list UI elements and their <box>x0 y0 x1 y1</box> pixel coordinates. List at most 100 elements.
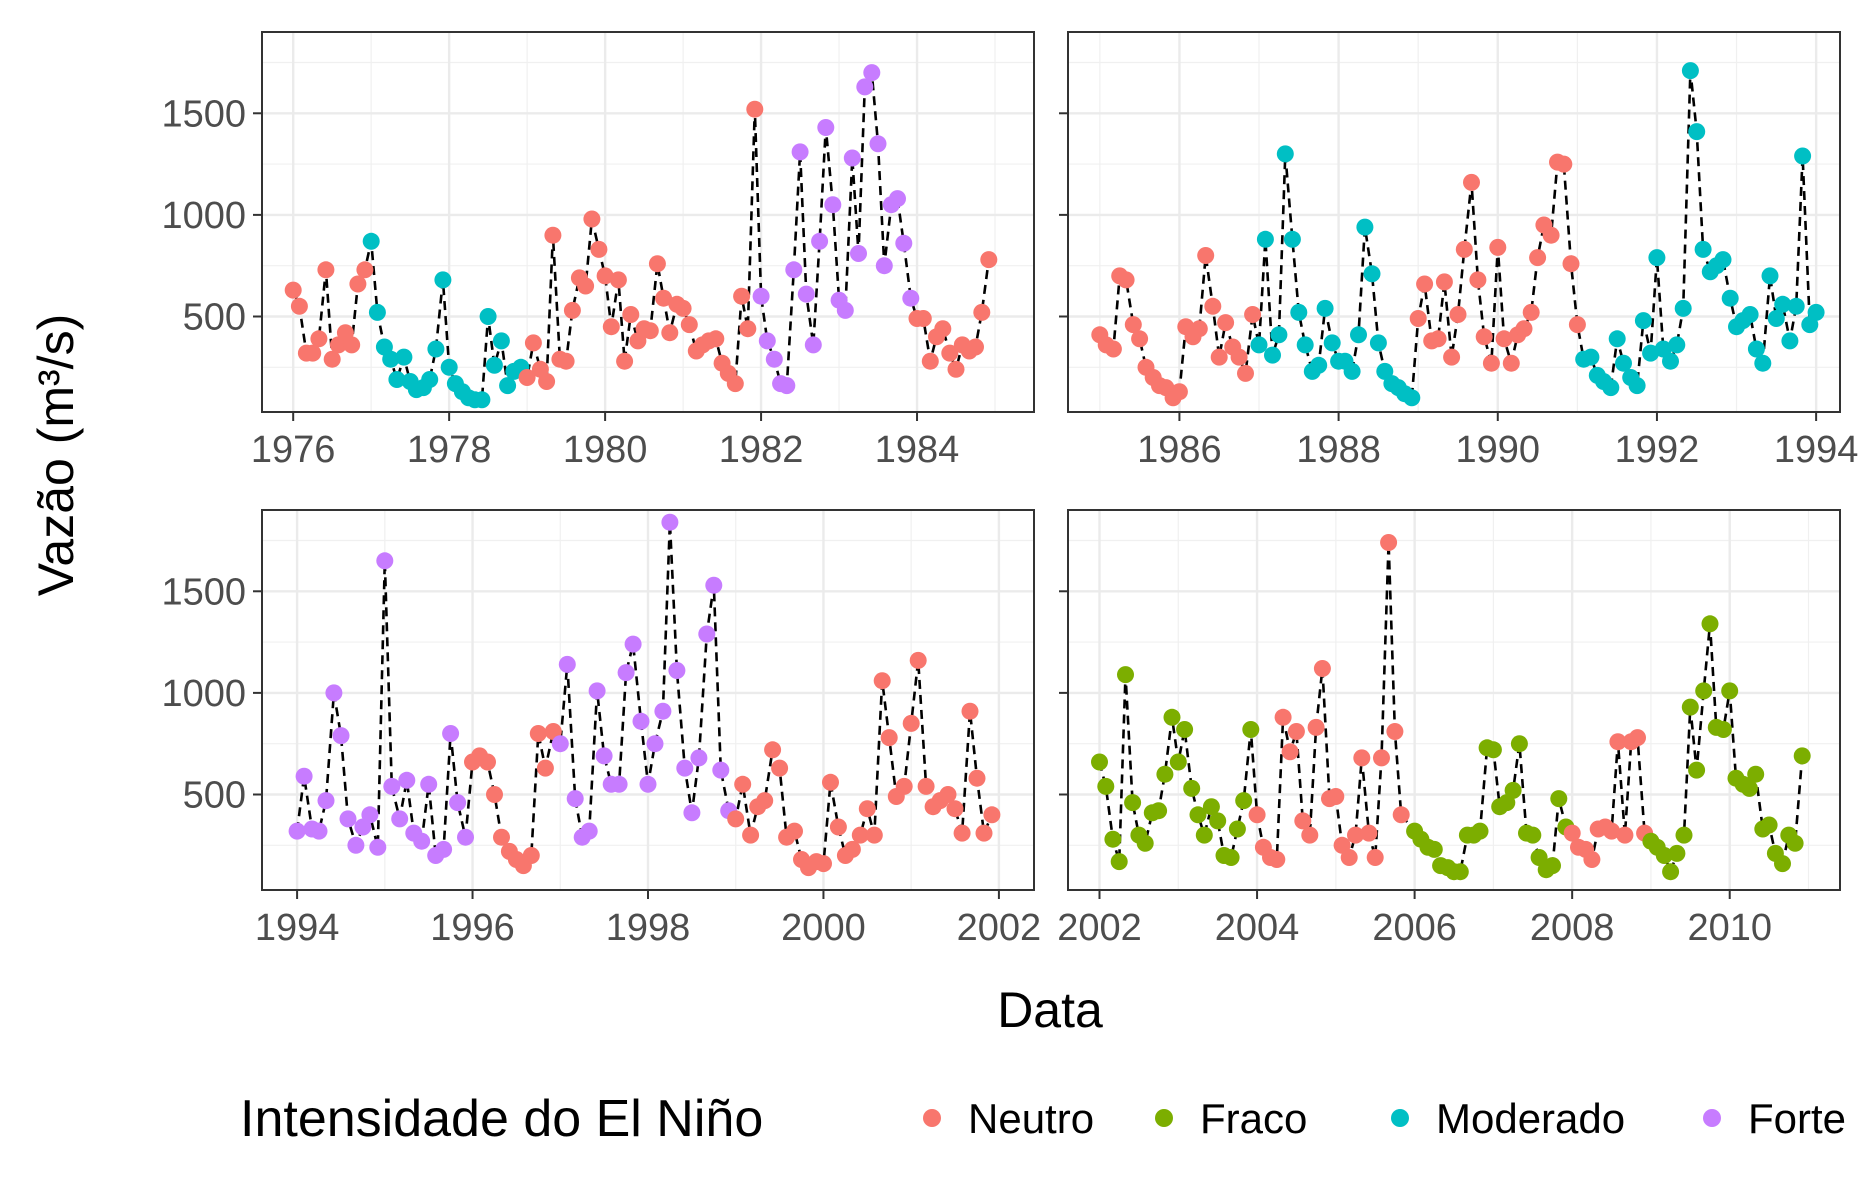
data-point-forte <box>558 655 576 673</box>
data-point-moderado <box>1270 326 1288 344</box>
data-point-neutro <box>522 847 540 864</box>
data-point-forte <box>595 747 613 765</box>
data-point-fraco <box>1524 826 1542 844</box>
legend: Intensidade do El Niño Neutro Fraco Modera… <box>240 1090 1846 1148</box>
data-point-forte <box>632 712 650 730</box>
data-point-neutro <box>310 330 328 348</box>
x-tick-label: 1984 <box>875 429 960 471</box>
data-point-moderado <box>1582 348 1600 366</box>
data-point-forte <box>617 664 635 682</box>
data-point-forte <box>791 143 809 161</box>
data-point-neutro <box>983 806 1001 824</box>
data-point-neutro <box>290 297 308 315</box>
data-point-neutro <box>1353 749 1371 767</box>
data-point-moderado <box>1681 62 1699 80</box>
data-point-forte <box>902 289 920 307</box>
data-point-neutro <box>1429 330 1447 348</box>
data-point-neutro <box>486 786 503 803</box>
data-point-fraco <box>1701 615 1719 633</box>
data-point-neutro <box>934 320 952 338</box>
legend-key <box>1155 1109 1173 1127</box>
y-axis-title: Vazão (m³/s) <box>28 314 84 596</box>
data-point-fraco <box>1209 812 1227 830</box>
x-tick-label: 2004 <box>1215 907 1300 949</box>
data-point-neutro <box>349 275 367 293</box>
data-point-neutro <box>596 267 614 285</box>
data-point-fraco <box>1222 849 1240 866</box>
data-point-neutro <box>980 251 998 269</box>
data-point-moderado <box>1774 295 1792 313</box>
data-point-moderado <box>492 332 510 350</box>
data-point-moderado <box>1608 330 1626 348</box>
legend-entry-neutro: Neutro <box>923 1095 1094 1142</box>
data-point-neutro <box>1244 306 1262 323</box>
data-point-moderado <box>1747 340 1765 358</box>
data-point-fraco <box>1117 666 1134 684</box>
data-point-neutro <box>1563 824 1581 842</box>
data-point-neutro <box>865 826 883 844</box>
data-point-neutro <box>941 344 959 362</box>
data-point-neutro <box>1237 364 1254 382</box>
data-point-forte <box>824 196 842 214</box>
data-point-neutro <box>968 769 986 787</box>
data-point-moderado <box>1256 230 1274 248</box>
data-point-neutro <box>1489 238 1507 256</box>
data-point-neutro <box>1529 249 1547 267</box>
data-point-neutro <box>284 281 302 299</box>
data-point-forte <box>398 771 416 789</box>
data-point-neutro <box>1197 247 1215 264</box>
data-point-forte <box>639 775 657 793</box>
data-point-moderado <box>1369 334 1387 352</box>
data-point-neutro <box>1409 310 1427 327</box>
data-point-moderado <box>1290 303 1308 321</box>
data-point-neutro <box>1449 306 1467 323</box>
data-point-neutro <box>1568 316 1586 334</box>
data-point-neutro <box>1104 340 1122 358</box>
data-point-neutro <box>815 855 832 873</box>
data-point-fraco <box>1169 753 1187 771</box>
data-point-fraco <box>1242 721 1260 738</box>
data-point-forte <box>420 775 438 793</box>
data-point-moderado <box>1794 147 1812 165</box>
data-point-neutro <box>961 702 979 720</box>
data-point-moderado <box>434 271 452 289</box>
panel-border <box>1067 509 1841 891</box>
data-point-neutro <box>529 725 547 742</box>
data-point-moderado <box>473 391 491 409</box>
data-point-forte <box>690 749 708 767</box>
x-tick-label: 2008 <box>1530 907 1615 949</box>
data-point-neutro <box>727 810 745 828</box>
data-point-neutro <box>1230 348 1248 366</box>
data-point-neutro <box>764 741 782 759</box>
data-point-neutro <box>1502 354 1520 372</box>
data-point-forte <box>435 840 453 858</box>
data-point-fraco <box>1163 708 1181 726</box>
data-point-forte <box>875 257 893 275</box>
data-point-forte <box>332 727 350 745</box>
data-point-fraco <box>1189 806 1207 824</box>
data-point-moderado <box>1615 354 1632 372</box>
y-tick-label: 500 <box>183 296 246 338</box>
data-point-neutro <box>873 672 891 690</box>
data-point-forte <box>817 119 835 136</box>
data-point-fraco <box>1235 792 1253 810</box>
data-point-forte <box>705 576 723 594</box>
data-point-neutro <box>661 324 679 342</box>
panel-3: 1994 1996 1998 2000 2002 500 1000 1500 <box>161 509 1041 949</box>
data-point-neutro <box>1522 303 1540 321</box>
x-tick-label: 2002 <box>1057 907 1142 949</box>
data-point-neutro <box>590 240 608 258</box>
data-point-neutro <box>909 651 927 669</box>
data-point-moderado <box>1668 336 1686 354</box>
data-point-neutro <box>602 318 620 336</box>
data-point-fraco <box>1544 857 1561 875</box>
y-tick-label: 1000 <box>161 195 246 237</box>
data-point-forte <box>895 234 913 252</box>
x-tick-label: 1988 <box>1296 429 1381 471</box>
data-point-neutro <box>746 100 764 118</box>
data-point-neutro <box>921 352 939 370</box>
data-point-neutro <box>734 775 752 793</box>
data-point-neutro <box>1340 849 1358 866</box>
data-point-neutro <box>1463 173 1480 191</box>
data-point-fraco <box>1183 779 1201 797</box>
